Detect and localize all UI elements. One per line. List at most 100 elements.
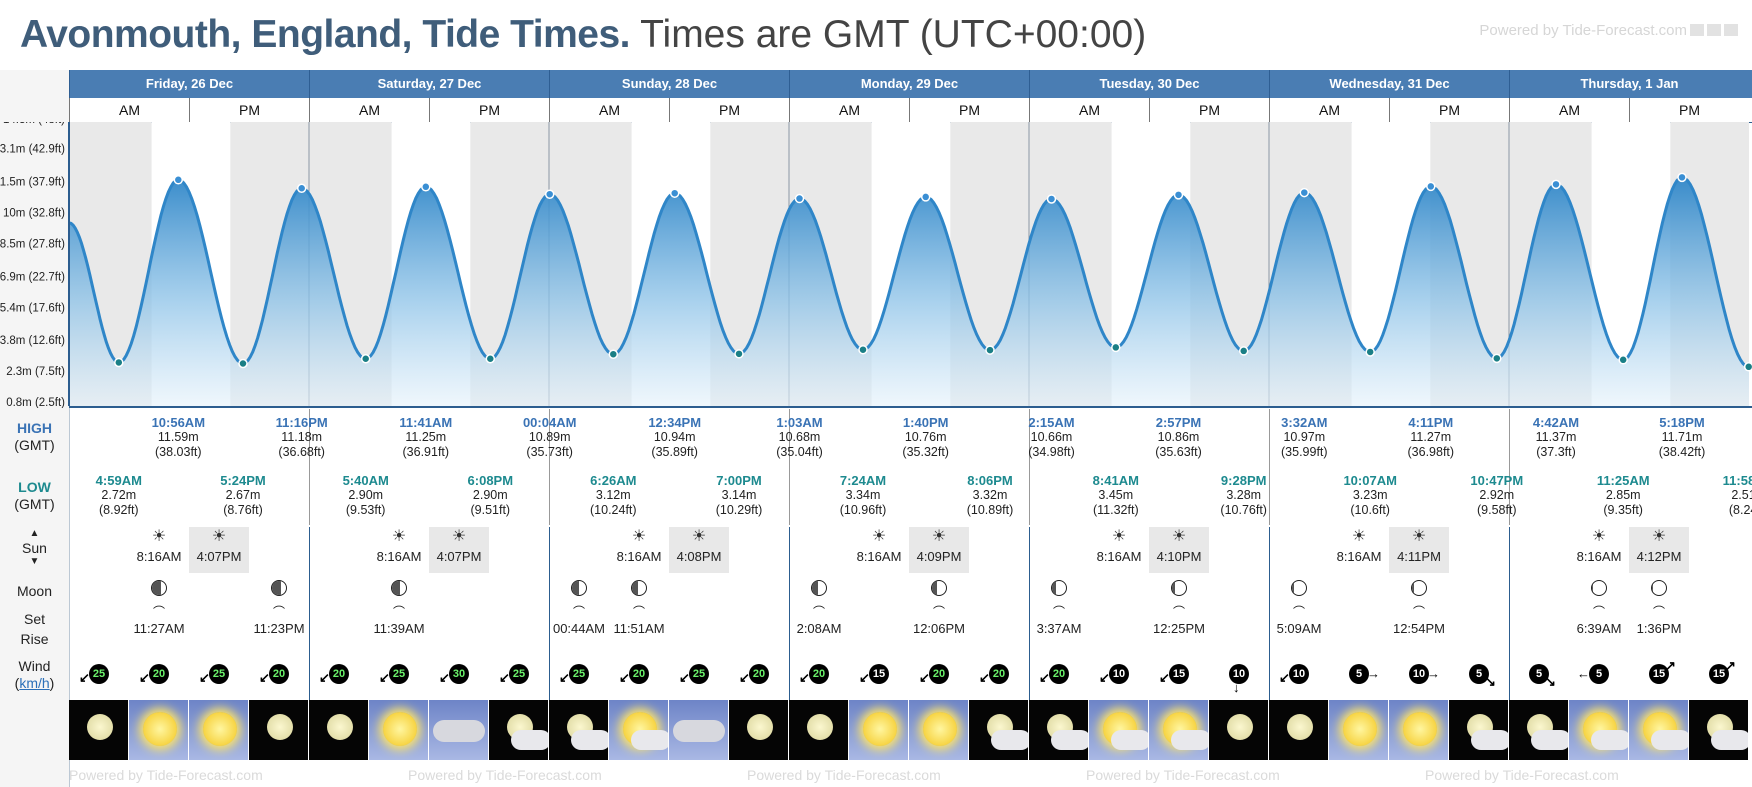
day-divider bbox=[789, 527, 790, 700]
weather-day-sunny-icon bbox=[1329, 700, 1389, 760]
low-tide-height-ft: (9.58ft) bbox=[1476, 503, 1517, 517]
wind-direction-arrow-icon: ↓ bbox=[1233, 680, 1240, 695]
wind-direction-arrow-icon: ↗ bbox=[1665, 658, 1676, 673]
y-axis-panel bbox=[0, 122, 68, 406]
wind-speed-badge: 20 bbox=[809, 664, 829, 684]
weather-night-cloudy-icon bbox=[1689, 700, 1749, 760]
wind-row-label: Wind bbox=[18, 658, 51, 674]
high-tide-time: 12:34PM bbox=[648, 415, 702, 430]
ampm-am: AM bbox=[309, 98, 429, 122]
wind-cell: 25 ↙ bbox=[369, 654, 429, 694]
ampm-am: AM bbox=[1269, 98, 1389, 122]
weather-night-clear-icon bbox=[309, 700, 369, 760]
day-header-3: Monday, 29 Dec bbox=[789, 70, 1029, 98]
high-tide-point bbox=[794, 193, 805, 204]
day-divider bbox=[1269, 409, 1270, 525]
low-tide-height-m: 2.51m bbox=[1731, 488, 1752, 502]
high-tide-entry: 1:03AM 10.68m (35.04ft) bbox=[764, 415, 836, 460]
weather-day-sunny-icon bbox=[189, 700, 249, 760]
sunrise-icon: ☀ bbox=[391, 528, 407, 545]
wind-direction-arrow-icon: ↙ bbox=[799, 670, 810, 685]
high-tide-time: 5:18PM bbox=[1659, 415, 1705, 430]
moon-phase-icon bbox=[151, 580, 167, 596]
low-tide-entry: 4:59AM 2.72m (8.92ft) bbox=[83, 473, 155, 518]
wind-unit-label: (km/h) bbox=[14, 675, 55, 691]
low-tide-time: 10:47PM bbox=[1470, 473, 1524, 488]
sunset-time: 4:08PM bbox=[676, 549, 722, 564]
moon-phase-icon bbox=[571, 580, 587, 596]
wind-direction-arrow-icon: ↙ bbox=[619, 670, 630, 685]
wind-direction-arrow-icon: ↙ bbox=[1279, 670, 1290, 685]
sunset-time: 4:09PM bbox=[916, 549, 962, 564]
sunset-time: 4:11PM bbox=[1397, 549, 1441, 564]
moon-time: 3:37AM bbox=[1036, 621, 1082, 636]
wind-direction-arrow-icon: ↙ bbox=[199, 670, 210, 685]
high-tide-point bbox=[544, 189, 555, 199]
low-tide-entry: 10:47PM 2.92m (9.58ft) bbox=[1461, 473, 1533, 518]
weather-night-cloudy-icon bbox=[489, 700, 549, 760]
weather-day-sunny-icon bbox=[369, 700, 429, 760]
wind-unit-link[interactable]: km/h bbox=[19, 675, 50, 691]
wind-direction-arrow-icon: ↙ bbox=[919, 670, 930, 685]
sunrise-cell: ☀ 8:16AM bbox=[609, 527, 669, 573]
moon-time: 11:39AM bbox=[373, 621, 425, 636]
high-tide-height-ft: (34.98ft) bbox=[1028, 445, 1075, 459]
wind-direction-arrow-icon: ↗ bbox=[1725, 658, 1736, 673]
high-tide-height-m: 11.59m bbox=[157, 430, 199, 444]
low-tide-entry: 7:00PM 3.14m (10.29ft) bbox=[703, 473, 775, 518]
low-tide-entry: 11:25AM 2.85m (9.35ft) bbox=[1587, 473, 1659, 518]
wind-direction-arrow-icon: ↙ bbox=[499, 670, 510, 685]
wind-cell: 5 ← bbox=[1569, 654, 1629, 694]
wind-direction-arrow-icon: ← bbox=[1577, 666, 1590, 681]
weather-night-clear-icon bbox=[1209, 700, 1269, 760]
low-tide-height-ft: (8.76ft) bbox=[223, 503, 263, 517]
high-tide-entry: 3:32AM 10.97m (35.99ft) bbox=[1268, 415, 1340, 460]
sunset-time: 4:10PM bbox=[1156, 549, 1202, 564]
high-tide-entry: 4:42AM 11.37m (37.3ft) bbox=[1520, 415, 1592, 460]
tide-area bbox=[69, 177, 1749, 406]
y-tick-label: 0.8m (2.5ft) bbox=[6, 397, 65, 408]
wind-cell: 25 ↙ bbox=[669, 654, 729, 694]
high-tide-time: 2:57PM bbox=[1155, 415, 1202, 430]
moon-time: 11:51AM bbox=[613, 621, 665, 636]
logo-icon bbox=[1690, 24, 1704, 36]
sunset-cell: ☀ 4:07PM bbox=[189, 527, 249, 573]
weather-day-cloudy-icon bbox=[429, 700, 489, 760]
high-tide-time: 1:03AM bbox=[776, 415, 823, 430]
weather-day-partly-icon bbox=[609, 700, 669, 760]
low-tide-time: 11:58PM bbox=[1722, 473, 1752, 488]
powered-by-text: Powered by Tide-Forecast.com bbox=[1086, 767, 1280, 783]
powered-by-top[interactable]: Powered by Tide-Forecast.com bbox=[1479, 22, 1738, 39]
ampm-pm: PM bbox=[909, 98, 1029, 122]
ampm-am: AM bbox=[1029, 98, 1149, 122]
day-header-0: Friday, 26 Dec bbox=[69, 70, 309, 98]
wind-speed-badge: 20 bbox=[1049, 664, 1069, 684]
moonrise-icon: ⌒ bbox=[1172, 605, 1185, 619]
moon-phase-icon bbox=[1411, 580, 1427, 596]
sunrise-time: 8:16AM bbox=[616, 549, 662, 564]
y-tick-label: 11.5m (37.9ft) bbox=[0, 177, 65, 189]
moon-phase-icon bbox=[1651, 580, 1667, 596]
moon-phase-icon bbox=[1591, 580, 1607, 596]
low-tide-time: 10:07AM bbox=[1343, 473, 1397, 488]
weather-day-cloudy-icon bbox=[669, 700, 729, 760]
moon-phase-icon bbox=[631, 580, 647, 596]
moonrise-icon: ⌒ bbox=[152, 605, 165, 619]
high-tide-height-m: 11.25m bbox=[405, 430, 447, 444]
moon-time: 12:25PM bbox=[1152, 621, 1206, 636]
sunset-icon: ☀ bbox=[1651, 528, 1667, 545]
moonset-icon: ⌒ bbox=[1052, 605, 1065, 619]
high-tide-height-m: 10.66m bbox=[1030, 430, 1073, 444]
high-tide-time: 3:32AM bbox=[1281, 415, 1328, 430]
high-tide-height-m: 10.68m bbox=[778, 430, 821, 444]
low-tide-time: 4:59AM bbox=[95, 473, 142, 488]
weather-day-partly-icon bbox=[1149, 700, 1209, 760]
high-tide-point bbox=[421, 182, 431, 192]
ampm-row: AM PM AM PM AM PM AM PM AM PM AM PM AM PM bbox=[69, 98, 1752, 123]
sunrise-icon: ☀ bbox=[1351, 528, 1367, 545]
sunrise-icon: ☀ bbox=[1111, 528, 1127, 545]
sunrise-time: 8:16AM bbox=[1576, 549, 1622, 564]
high-tide-height-m: 11.27m bbox=[1410, 430, 1452, 444]
weather-night-clear-icon bbox=[249, 700, 309, 760]
wind-direction-arrow-icon: ↙ bbox=[319, 670, 330, 685]
